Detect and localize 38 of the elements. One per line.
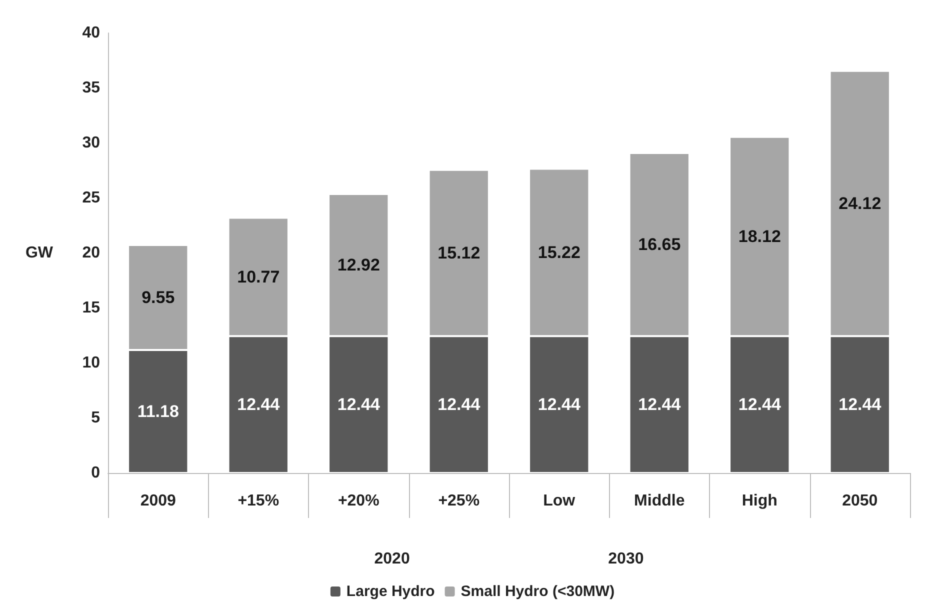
y-tick-label: 35 xyxy=(82,80,100,96)
y-tick-label: 40 xyxy=(82,24,100,42)
y-tick-label: 15 xyxy=(82,300,100,316)
x-tick-label: 2009 xyxy=(140,492,176,510)
legend-label: Large Hydro xyxy=(346,583,435,600)
data-label: 12.44 xyxy=(438,395,481,414)
y-tick-label: 0 xyxy=(91,464,100,482)
legend-label: Small Hydro (<30MW) xyxy=(460,583,615,600)
data-label: 18.12 xyxy=(738,227,781,246)
x-tick-label: 2050 xyxy=(842,492,878,510)
data-label: 12.44 xyxy=(337,395,380,414)
data-label: 12.44 xyxy=(538,395,581,414)
y-tick-label: 20 xyxy=(82,244,100,262)
x-tick-label: +25% xyxy=(438,492,480,510)
data-label: 12.44 xyxy=(638,395,682,414)
y-tick-label: 5 xyxy=(91,410,100,426)
data-label: 24.12 xyxy=(838,194,882,213)
y-tick-label: 25 xyxy=(82,190,100,206)
y-axis-title: GW xyxy=(25,244,54,262)
x-tick-label: Middle xyxy=(634,492,685,510)
data-label: 16.65 xyxy=(638,235,681,254)
data-label: 15.22 xyxy=(538,242,580,262)
data-label: 11.18 xyxy=(137,402,179,422)
x-tick-label: +15% xyxy=(238,492,280,510)
data-label: 12.44 xyxy=(738,395,782,414)
x-tick-label: High xyxy=(742,492,778,510)
x-tick-label: Low xyxy=(543,492,576,510)
data-label: 10.77 xyxy=(237,267,280,286)
data-label: 12.92 xyxy=(337,256,380,275)
text: 2020 xyxy=(374,550,410,568)
text: 2030 xyxy=(608,550,644,568)
data-label: 9.55 xyxy=(142,288,175,307)
y-tick-label: 10 xyxy=(82,354,100,372)
data-label: 12.44 xyxy=(838,395,882,414)
data-label: 12.44 xyxy=(237,395,280,414)
x-tick-label: +20% xyxy=(338,492,380,510)
data-label: 15.12 xyxy=(438,244,480,262)
y-tick-label: 30 xyxy=(82,134,100,152)
